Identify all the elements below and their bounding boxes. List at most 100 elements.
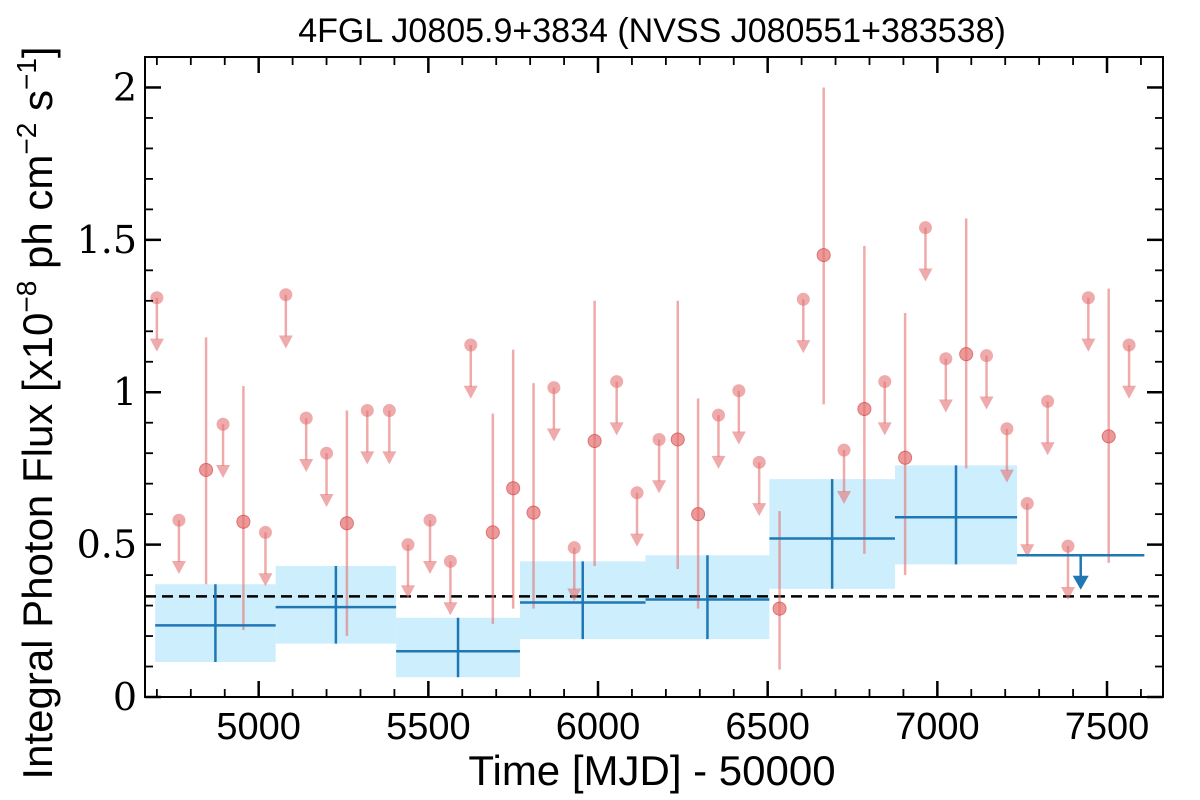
measurement-point	[236, 514, 251, 529]
x-tick-label: 6000	[556, 706, 641, 748]
upper-limit-marker	[423, 513, 437, 527]
upper-limit-marker	[299, 411, 313, 425]
upper-limit-arrowhead	[149, 338, 164, 352]
upper-limit-marker	[1020, 496, 1034, 510]
measurement-point	[772, 601, 787, 616]
upper-limit-arrowhead	[1060, 586, 1075, 600]
measurement-point	[898, 450, 913, 465]
upper-limit-marker	[630, 486, 644, 500]
upper-limit-marker	[172, 513, 186, 527]
measurement-point	[691, 507, 706, 522]
y-tick-label: 2	[113, 65, 137, 109]
upper-limit-marker	[258, 525, 272, 539]
axis-ticks: 5000 5500 6000 6500 7000 7500 0 0.5 1 1.5 2	[77, 57, 1163, 748]
upper-limit-arrowhead	[319, 494, 334, 507]
upper-limit-marker	[1122, 338, 1136, 352]
y-tick-label: 0	[113, 675, 137, 719]
y-tick-label: 1.5	[77, 218, 137, 262]
measurement-point	[857, 402, 872, 416]
upper-limit-marker	[711, 408, 725, 422]
measurement-point	[339, 516, 354, 531]
measurement-point	[959, 347, 974, 362]
plot-border	[144, 56, 1164, 698]
upper-limit-marker	[464, 338, 478, 352]
measurement-point	[506, 481, 521, 496]
upper-limit-marker	[382, 404, 396, 418]
upper-limit-arrowhead	[400, 585, 415, 599]
upper-limit-arrowhead	[609, 422, 624, 436]
upper-limit-arrowhead	[999, 469, 1014, 483]
upper-limit-arrowhead	[1020, 544, 1035, 558]
upper-limit-marker	[837, 443, 851, 457]
upper-limit-marker	[652, 432, 666, 446]
upper-limit-marker	[443, 554, 457, 568]
upper-limit-arrowhead	[443, 602, 458, 616]
upper-limit-arrowhead	[731, 431, 746, 445]
chart-title: 4FGL J0805.9+3834 (NVSS J080551+383538)	[298, 12, 1006, 50]
flux-measurements	[199, 87, 1116, 670]
upper-limit-arrowhead	[938, 399, 953, 413]
upper-limit-arrowhead	[463, 385, 478, 399]
bin-upper-limit-arrowhead	[1072, 575, 1089, 590]
x-tick-label: 6500	[725, 706, 810, 748]
measurement-point	[485, 525, 500, 540]
upper-limit-marker	[360, 404, 374, 418]
binned-flux-bands	[155, 465, 1018, 678]
binned-flux-markers	[155, 465, 1145, 678]
upper-limit-arrowhead	[171, 561, 186, 575]
upper-limit-marker	[150, 291, 164, 305]
upper-limit-marker	[752, 455, 766, 469]
upper-limit-arrowhead	[299, 458, 314, 472]
upper-limit-arrowhead	[1040, 442, 1055, 456]
upper-limit-arrowhead	[837, 490, 852, 504]
upper-limit-marker	[1000, 422, 1014, 436]
upper-limit-arrowhead	[752, 503, 767, 517]
upper-limit-arrowhead	[918, 268, 933, 282]
upper-limit-arrowhead	[567, 588, 582, 602]
upper-limit-marker	[320, 446, 334, 460]
upper-limit-arrowhead	[216, 465, 231, 479]
measurement-point	[1101, 429, 1116, 444]
measurement-point	[526, 505, 541, 520]
upper-limit-marker	[279, 288, 293, 302]
upper-limit-arrowhead	[1081, 338, 1096, 352]
y-axis-title: Integral Photon Flux [x10−8 ph cm−2 s−1]	[11, 46, 61, 779]
upper-limit-arrowhead	[979, 396, 994, 410]
upper-limit-marker	[216, 417, 230, 431]
upper-limit-arrowhead	[382, 451, 397, 465]
upper-limit-marker	[567, 541, 581, 555]
upper-limit-arrowhead	[652, 480, 667, 494]
upper-limit-arrowhead	[711, 455, 726, 469]
x-axis-title: Time [MJD] - 50000	[468, 747, 835, 794]
upper-limit-marker	[401, 538, 415, 552]
upper-limit-marker	[878, 375, 892, 389]
plot-frame	[144, 56, 1164, 698]
upper-limit-marker	[1081, 291, 1095, 305]
x-tick-label: 5500	[386, 706, 471, 748]
upper-limit-marker	[547, 381, 561, 395]
upper-limit-marker	[732, 384, 746, 398]
upper-limit-marker	[1061, 539, 1075, 553]
upper-limit-arrowhead	[796, 340, 811, 354]
x-tick-label: 7500	[1065, 706, 1150, 748]
upper-limit-marker	[1041, 394, 1055, 408]
upper-limit-arrowhead	[1122, 385, 1137, 399]
upper-limit-arrowhead	[546, 428, 561, 442]
flux-upper-limits	[149, 221, 1137, 616]
upper-limit-marker	[980, 349, 994, 363]
measurement-point	[670, 432, 685, 447]
upper-limit-arrowhead	[877, 422, 892, 436]
measurement-point	[816, 248, 831, 263]
upper-limit-marker	[796, 292, 810, 306]
upper-limit-arrowhead	[423, 561, 438, 575]
upper-limit-arrowhead	[258, 573, 273, 587]
upper-limit-arrowhead	[360, 451, 375, 465]
x-tick-label: 5000	[216, 706, 301, 748]
upper-limit-arrowhead	[630, 533, 645, 547]
x-tick-label: 7000	[895, 706, 980, 748]
upper-limit-marker	[610, 375, 624, 389]
y-tick-label: 0.5	[77, 523, 137, 567]
upper-limit-marker	[918, 221, 932, 235]
measurement-point	[199, 462, 214, 477]
